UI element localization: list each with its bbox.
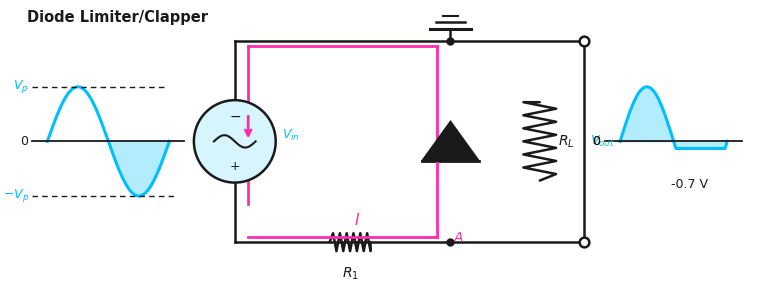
- Text: $0$: $0$: [592, 135, 601, 148]
- Text: $+$: $+$: [229, 160, 240, 173]
- Ellipse shape: [194, 100, 276, 183]
- Text: $-$: $-$: [229, 109, 241, 123]
- Text: $V_p$: $V_p$: [13, 78, 28, 95]
- Polygon shape: [422, 122, 478, 161]
- Text: $R_L$: $R_L$: [558, 133, 574, 150]
- Text: $0$: $0$: [592, 135, 601, 148]
- Text: $0$: $0$: [20, 135, 28, 148]
- Text: -0.7 V: -0.7 V: [671, 178, 708, 191]
- Text: $-V_p$: $-V_p$: [2, 187, 28, 204]
- Text: $I$: $I$: [355, 212, 360, 228]
- Text: $V_{out}$: $V_{out}$: [591, 134, 615, 149]
- Text: $R_1$: $R_1$: [342, 266, 359, 282]
- Text: Diode Limiter/Clapper: Diode Limiter/Clapper: [27, 10, 207, 25]
- Text: $A$: $A$: [452, 231, 464, 245]
- Text: $V_{in}$: $V_{in}$: [282, 128, 300, 143]
